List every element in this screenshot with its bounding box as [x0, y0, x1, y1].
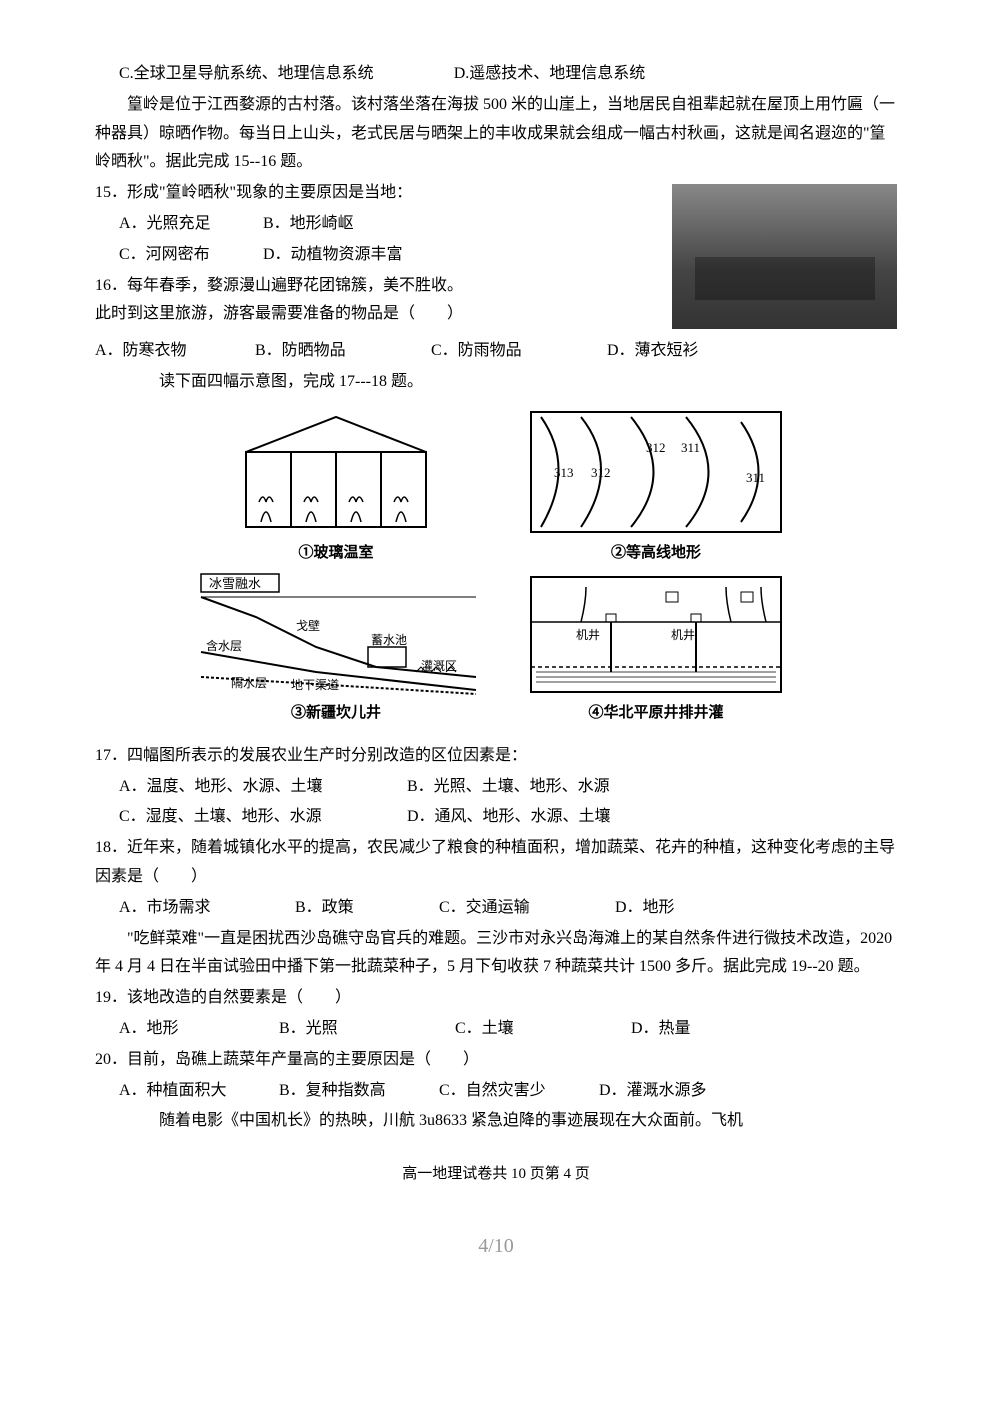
svg-text:311: 311	[746, 470, 765, 485]
svg-text:311: 311	[681, 440, 700, 455]
diagram-1: ①玻璃温室	[196, 407, 476, 567]
huangling-photo	[672, 184, 897, 329]
q17-opt-b: B．光照、土壤、地形、水源	[407, 773, 610, 802]
q16-opt-a: A．防寒衣物	[95, 337, 255, 366]
q15-opt-a: A．光照充足	[119, 210, 263, 239]
q15-opt-c: C．河网密布	[119, 241, 263, 270]
q19-opt-a: A．地形	[119, 1015, 279, 1044]
svg-text:312: 312	[591, 465, 611, 480]
q20-opt-a: A．种植面积大	[119, 1077, 279, 1106]
svg-text:蓄水池: 蓄水池	[371, 633, 407, 647]
diagram-4: 机井 机井 ④华北平原井排井灌	[516, 572, 796, 727]
q17-stem: 17．四幅图所表示的发展农业生产时分别改造的区位因素是：	[95, 742, 897, 771]
page-number: 4/10	[95, 1228, 897, 1264]
q17-opt-a: A．温度、地形、水源、土壤	[119, 773, 407, 802]
q19-opt-c: C．土壤	[455, 1015, 631, 1044]
diagram-2: 313 312 312 311 311 ②等高线地形	[516, 407, 796, 567]
svg-text:地下渠道: 地下渠道	[291, 678, 339, 692]
diagrams: ①玻璃温室 313 312 312 311 311 ②等高线地形	[196, 407, 796, 727]
passage4-text: 随着电影《中国机长》的热映，川航 3u8633 紧急迫降的事迹展现在大众面前。飞…	[95, 1107, 897, 1136]
q19-opt-d: D．热量	[631, 1015, 691, 1044]
q18-opt-d: D．地形	[615, 894, 675, 923]
q14-opt-d: D.遥感技术、地理信息系统	[454, 60, 646, 89]
q20-opt-d: D．灌溉水源多	[599, 1077, 707, 1106]
svg-text:戈壁: 戈壁	[296, 618, 320, 633]
q17-opt-c: C．湿度、土壤、地形、水源	[119, 803, 407, 832]
q14-opt-c: C.全球卫星导航系统、地理信息系统	[119, 60, 374, 89]
q17-opt-d: D．通风、地形、水源、土壤	[407, 803, 611, 832]
svg-text:隔水层: 隔水层	[231, 676, 267, 690]
q18-opt-b: B．政策	[295, 894, 439, 923]
passage1-text: 篁岭是位于江西婺源的古村落。该村落坐落在海拔 500 米的山崖上，当地居民自祖辈…	[95, 91, 897, 177]
svg-text:312: 312	[646, 440, 666, 455]
q15-opt-b: B．地形崎岖	[263, 210, 354, 239]
q15-opt-d: D．动植物资源丰富	[263, 241, 403, 270]
passage2-text: 读下面四幅示意图，完成 17---18 题。	[95, 368, 897, 397]
q16-opt-b: B．防晒物品	[255, 337, 431, 366]
q18-opt-c: C．交通运输	[439, 894, 615, 923]
q20-opt-b: B．复种指数高	[279, 1077, 439, 1106]
diagram-2-label: ②等高线地形	[516, 540, 796, 567]
svg-text:冰雪融水: 冰雪融水	[209, 576, 261, 591]
diagram-3: 冰雪融水 含水层 隔水层 戈壁 地下渠道 蓄水池 灌溉区	[196, 572, 476, 727]
svg-text:灌溉区: 灌溉区	[421, 659, 457, 673]
q18-stem: 18．近年来，随着城镇化水平的提高，农民减少了粮食的种植面积，增加蔬菜、花卉的种…	[95, 834, 897, 892]
q19-stem: 19．该地改造的自然要素是（ ）	[95, 984, 897, 1013]
q20-stem: 20．目前，岛礁上蔬菜年产量高的主要原因是（ ）	[95, 1046, 897, 1075]
q16-opt-d: D．薄衣短衫	[607, 337, 699, 366]
q18-opt-a: A．市场需求	[119, 894, 295, 923]
svg-text:机井: 机井	[576, 628, 600, 642]
q16-options: A．防寒衣物 B．防晒物品 C．防雨物品 D．薄衣短衫	[95, 337, 897, 366]
svg-text:313: 313	[554, 465, 574, 480]
q20-opt-c: C．自然灾害少	[439, 1077, 599, 1106]
svg-text:机井: 机井	[671, 628, 695, 642]
q16-opt-c: C．防雨物品	[431, 337, 607, 366]
diagram-1-label: ①玻璃温室	[196, 540, 476, 567]
diagram-4-label: ④华北平原井排井灌	[516, 700, 796, 727]
q16-stem: 16．每年春季，婺源漫山遍野花团锦簇，美不胜收。此时到这里旅游，游客最需要准备的…	[95, 272, 475, 330]
q14-options: C.全球卫星导航系统、地理信息系统 D.遥感技术、地理信息系统	[95, 60, 897, 89]
svg-text:含水层: 含水层	[206, 638, 242, 653]
q19-opt-b: B．光照	[279, 1015, 455, 1044]
passage3-text: "吃鲜菜难"一直是困扰西沙岛礁守岛官兵的难题。三沙市对永兴岛海滩上的某自然条件进…	[95, 925, 897, 983]
diagram-3-label: ③新疆坎儿井	[196, 700, 476, 727]
page-footer: 高一地理试卷共 10 页第 4 页	[95, 1161, 897, 1188]
